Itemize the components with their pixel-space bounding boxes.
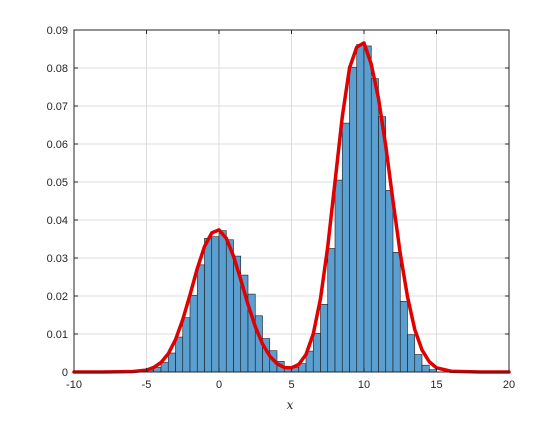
histogram-bar xyxy=(196,264,205,373)
x-tick-label: -10 xyxy=(66,379,82,391)
histogram-bar xyxy=(320,304,329,373)
histogram-bar xyxy=(349,66,358,373)
histogram-bar xyxy=(356,44,365,373)
grid-layer xyxy=(73,29,510,373)
histogram-bar xyxy=(421,364,430,373)
histogram-bar xyxy=(370,78,379,373)
x-tick-label: 5 xyxy=(288,379,294,391)
y-tick-label: 0.08 xyxy=(47,63,68,75)
histogram-bar xyxy=(211,236,220,373)
histogram-bar xyxy=(407,334,416,373)
histogram-bar xyxy=(385,190,394,373)
x-axis-label: x xyxy=(287,398,294,412)
histogram-bar xyxy=(160,362,169,373)
x-tick-label: 0 xyxy=(216,379,222,391)
y-tick-label: 0.06 xyxy=(47,139,68,151)
y-tick-label: 0.07 xyxy=(47,101,68,113)
axes-frame xyxy=(73,29,510,373)
y-tick-label: 0.01 xyxy=(47,329,68,341)
histogram-bar xyxy=(327,248,336,373)
histogram-bar xyxy=(225,239,234,373)
histogram-bar xyxy=(392,252,401,373)
y-tick-label: 0 xyxy=(62,367,68,379)
x-tick-label: 20 xyxy=(503,379,515,391)
pdf-fit-curve xyxy=(72,41,511,374)
y-tick-label: 0.05 xyxy=(47,177,68,189)
y-tick-label: 0.09 xyxy=(47,25,68,37)
histogram-bar xyxy=(363,45,372,373)
histogram-bar xyxy=(175,336,184,373)
histogram-bar xyxy=(182,317,191,373)
histogram-bar xyxy=(378,116,387,373)
histogram-bar xyxy=(414,354,423,373)
x-tick-label: 10 xyxy=(358,379,370,391)
histogram-bar xyxy=(399,301,408,373)
histogram-bar xyxy=(341,122,350,373)
x-tick-label: -5 xyxy=(142,379,152,391)
y-tick-label: 0.04 xyxy=(47,215,68,227)
histogram-bar xyxy=(312,332,321,373)
y-tick-label: 0.02 xyxy=(47,291,68,303)
histogram-bar xyxy=(334,179,343,373)
histogram-bar xyxy=(204,237,213,373)
y-tick-label: 0.03 xyxy=(47,253,68,265)
histogram-bar xyxy=(189,294,198,373)
x-tick-label: 15 xyxy=(430,379,442,391)
histogram-bar xyxy=(167,352,176,373)
histogram-bar xyxy=(218,230,227,373)
pdf-curve-layer xyxy=(72,41,511,374)
tick-labels: -10 -5 0 5 10 15 20 0 0.01 0.02 0.03 0.04 0.05 0.06 0.… xyxy=(47,25,516,391)
